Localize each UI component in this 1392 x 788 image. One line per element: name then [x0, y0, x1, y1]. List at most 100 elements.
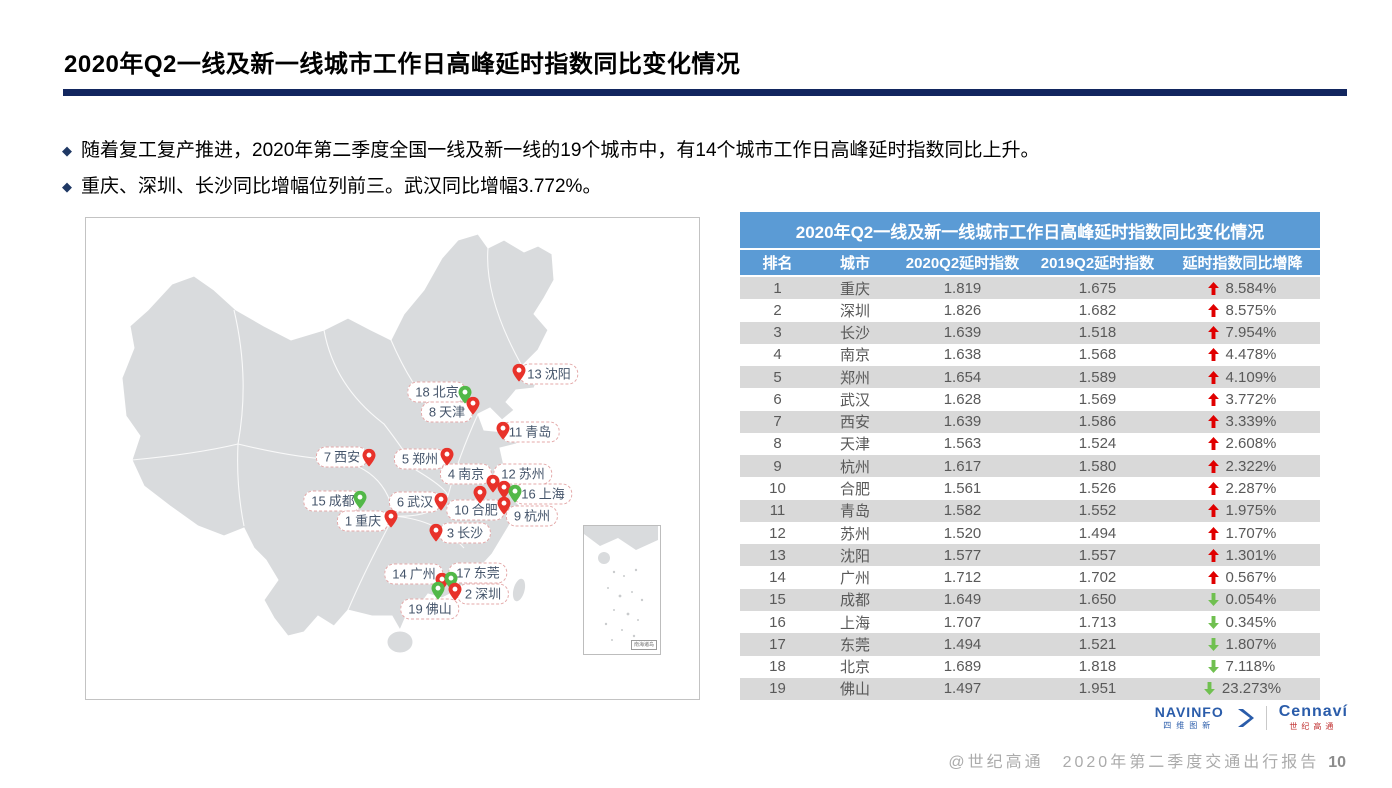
- city-name: 武汉: [407, 494, 434, 510]
- change-value: 2.287%: [1225, 480, 1277, 498]
- map-pin-icon: [497, 496, 511, 520]
- change-value: 4.478%: [1225, 346, 1277, 364]
- q2019-cell: 1.569: [1078, 390, 1117, 408]
- table-row: 13 沈阳 1.577 1.557 1.301%: [740, 544, 1320, 567]
- change-value: 0.345%: [1225, 613, 1277, 631]
- city-name: 东莞: [473, 565, 500, 581]
- city-rank: 14: [392, 566, 407, 582]
- bullet-item: ◆ 随着复工复产推进，2020年第二季度全国一线及新一线的19个城市中，有14个…: [62, 133, 1342, 169]
- table-row: 1 重庆 1.819 1.675 8.584%: [740, 277, 1320, 300]
- city-rank: 15: [311, 493, 326, 509]
- table-row: 9 杭州 1.617 1.580 2.322%: [740, 455, 1320, 478]
- change-cell: 0.345%: [1165, 614, 1320, 631]
- city-cell: 杭州: [839, 458, 870, 476]
- city-cell: 深圳: [839, 302, 870, 320]
- change-cell: 1.975%: [1165, 502, 1320, 519]
- change-cell: 1.707%: [1165, 525, 1320, 542]
- q2020-cell: 1.563: [943, 435, 982, 453]
- change-value: 7.118%: [1225, 658, 1276, 676]
- city-name: 深圳: [475, 586, 502, 602]
- city-rank: 3: [446, 525, 455, 541]
- city-rank: 12: [501, 466, 516, 482]
- table-row: 19 佛山 1.497 1.951 23.273%: [740, 677, 1320, 701]
- city-cell: 东莞: [839, 636, 870, 654]
- city-label: 12 苏州: [493, 463, 553, 485]
- city-name: 西安: [334, 449, 361, 465]
- city-label: 7 西安: [315, 446, 369, 468]
- table-row: 18 北京 1.689 1.818 7.118%: [740, 655, 1320, 678]
- city-rank: 10: [454, 502, 469, 518]
- q2020-cell: 1.617: [943, 457, 982, 475]
- footer-logos: NAVINFO 四维图新 Cennaví 世纪高通: [1155, 704, 1348, 731]
- diamond-bullet-icon: ◆: [62, 143, 72, 158]
- city-cell: 合肥: [839, 481, 870, 499]
- q2020-cell: 1.628: [943, 390, 982, 408]
- change-cell: 8.584%: [1165, 280, 1320, 297]
- q2019-cell: 1.818: [1078, 658, 1117, 676]
- inset-islands: [584, 526, 658, 641]
- map-pin-icon: [429, 523, 443, 547]
- rank-cell: 10: [769, 480, 786, 498]
- q2019-cell: 1.589: [1078, 368, 1117, 386]
- city-name: 沈阳: [544, 366, 571, 382]
- q2020-cell: 1.577: [943, 546, 982, 564]
- col-2020q2: 2020Q2延时指数: [905, 255, 1020, 272]
- map-pin-icon: [362, 448, 376, 472]
- up-arrow-icon: [1207, 504, 1219, 518]
- city-name: 合肥: [471, 502, 498, 518]
- map-pin-icon: [497, 480, 511, 504]
- table-row: 6 武汉 1.628 1.569 3.772%: [740, 388, 1320, 411]
- city-rank: 9: [513, 508, 522, 524]
- city-cell: 青岛: [839, 503, 870, 521]
- table-row: 17 东莞 1.494 1.521 1.807%: [740, 633, 1320, 656]
- city-rank: 6: [396, 494, 405, 510]
- map-pin-icon: [466, 396, 480, 420]
- city-label: 16 上海: [513, 483, 573, 505]
- city-name: 佛山: [425, 601, 452, 617]
- q2020-cell: 1.582: [943, 502, 982, 520]
- city-cell: 天津: [839, 436, 870, 454]
- change-value: 0.054%: [1225, 591, 1277, 609]
- city-name: 南京: [458, 466, 485, 482]
- logo-divider: [1265, 705, 1267, 730]
- q2019-cell: 1.713: [1078, 613, 1117, 631]
- city-cell: 武汉: [839, 391, 870, 409]
- q2019-cell: 1.518: [1078, 324, 1117, 342]
- city-cell: 沈阳: [839, 547, 870, 565]
- q2020-cell: 1.497: [943, 680, 982, 698]
- down-arrow-icon: [1207, 593, 1219, 607]
- table-row: 3 长沙 1.639 1.518 7.954%: [740, 321, 1320, 344]
- rank-cell: 5: [773, 368, 782, 386]
- bullet-item: ◆ 重庆、深圳、长沙同比增幅位列前三。武汉同比增幅3.772%。: [62, 169, 1342, 205]
- up-arrow-icon: [1207, 571, 1219, 585]
- change-value: 4.109%: [1225, 368, 1277, 386]
- up-arrow-icon: [1207, 303, 1219, 317]
- change-cell: 7.954%: [1165, 324, 1320, 341]
- city-cell: 上海: [839, 614, 870, 632]
- table-header-row: 排名 城市 2020Q2延时指数 2019Q2延时指数 延时指数同比增降: [740, 250, 1320, 277]
- city-name: 杭州: [524, 508, 551, 524]
- q2019-cell: 1.682: [1078, 301, 1117, 319]
- city-rank: 4: [447, 466, 456, 482]
- q2019-cell: 1.586: [1078, 413, 1117, 431]
- table-body: 1 重庆 1.819 1.675 8.584% 2 深圳 1.826 1.682 8.575% 3 长…: [740, 277, 1320, 701]
- up-arrow-icon: [1207, 326, 1219, 340]
- change-cell: 4.478%: [1165, 346, 1320, 363]
- city-label: 5 郑州: [393, 448, 447, 470]
- q2019-cell: 1.951: [1078, 680, 1117, 698]
- city-rank: 2: [464, 586, 473, 602]
- rank-cell: 3: [773, 324, 782, 342]
- table-row: 7 西安 1.639 1.586 3.339%: [740, 410, 1320, 433]
- rank-cell: 1: [773, 279, 782, 297]
- city-cell: 南京: [839, 347, 870, 365]
- navinfo-logo-subtext: 四维图新: [1163, 721, 1216, 730]
- city-rank: 1: [344, 513, 353, 529]
- map-pin-icon: [353, 490, 367, 514]
- rank-cell: 8: [773, 435, 782, 453]
- change-value: 0.567%: [1225, 569, 1277, 587]
- city-label: 19 佛山: [400, 598, 460, 620]
- table-row: 5 郑州 1.654 1.589 4.109%: [740, 366, 1320, 389]
- q2020-cell: 1.689: [943, 658, 982, 676]
- q2020-cell: 1.638: [943, 346, 982, 364]
- city-cell: 长沙: [839, 325, 870, 343]
